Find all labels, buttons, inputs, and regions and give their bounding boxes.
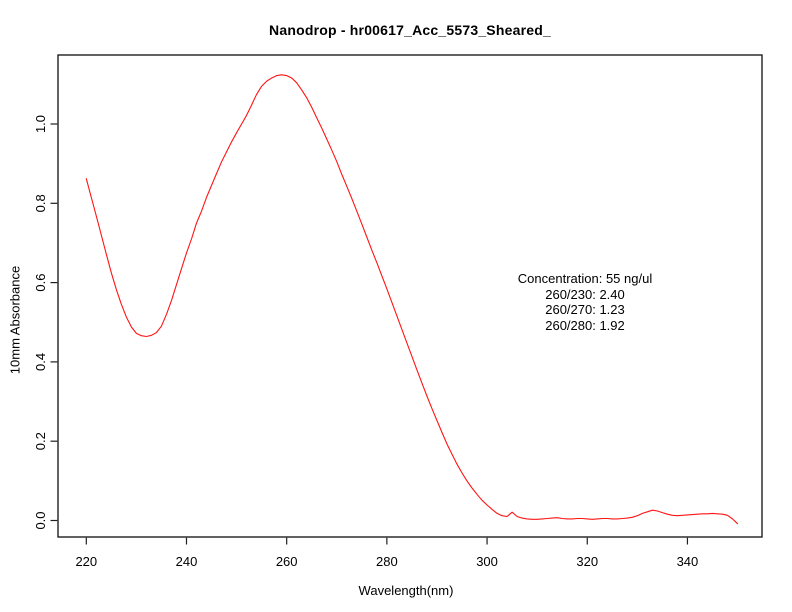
y-tick-label: 0.6 [33,274,48,292]
x-tick-label: 240 [176,554,198,569]
x-tick-label: 300 [476,554,498,569]
y-tick-label: 0.0 [33,511,48,529]
y-tick-label: 0.2 [33,432,48,450]
ratio-260-230: 260/230: 2.40 [545,286,625,302]
y-tick-label: 0.4 [33,353,48,371]
y-axis-label: 10mm Absorbance [7,265,23,375]
ratio-260-270: 260/270: 1.23 [545,302,625,318]
y-tick-label: 0.8 [33,194,48,212]
sample-stats-annotation: Concentration: 55 ng/ul 260/230: 2.40 26… [518,271,652,333]
chart-title: Nanodrop - hr00617_Acc_5573_Sheared_ [269,22,551,38]
concentration-value: Concentration: 55 ng/ul [517,271,653,286]
plot-border [57,54,763,538]
x-tick-label: 280 [376,554,398,569]
spectrum-line [85,74,739,525]
ratio-260-280: 260/280: 1.92 [545,317,625,333]
x-tick-label: 340 [677,554,699,569]
x-axis-label: Wavelength(nm) [358,583,454,598]
x-tick-label: 260 [276,554,298,569]
y-tick-label: 1.0 [33,115,48,133]
x-tick-label: 220 [75,554,97,569]
x-tick-label: 320 [576,554,598,569]
